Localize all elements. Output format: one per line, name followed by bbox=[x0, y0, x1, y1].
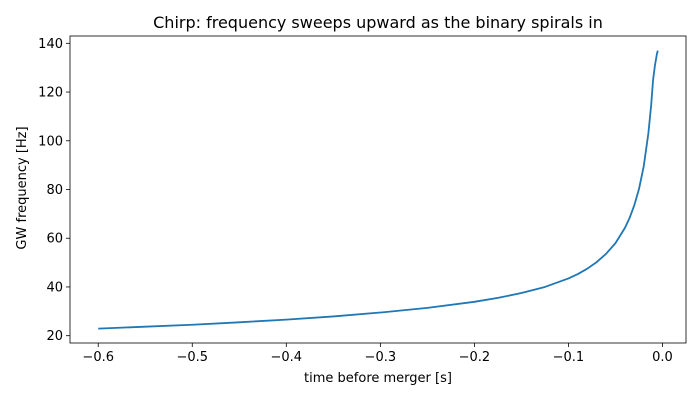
y-tick-label: 80 bbox=[46, 183, 63, 198]
x-tick-label: −0.2 bbox=[459, 350, 491, 365]
x-tick-label: −0.4 bbox=[271, 350, 303, 365]
x-tick-label: −0.5 bbox=[176, 350, 208, 365]
x-tick-label: −0.6 bbox=[82, 350, 114, 365]
x-tick-label: 0.0 bbox=[652, 350, 673, 365]
x-tick-label: −0.3 bbox=[365, 350, 397, 365]
plot-area bbox=[69, 35, 687, 344]
chart-title: Chirp: frequency sweeps upward as the bi… bbox=[153, 13, 603, 32]
x-axis: −0.6 −0.5 −0.4 −0.3 −0.2 −0.1 0.0 bbox=[82, 343, 673, 365]
y-axis: 20 40 60 80 100 120 140 bbox=[38, 37, 70, 344]
series-line-gw-frequency bbox=[98, 50, 659, 330]
x-axis-label: time before merger [s] bbox=[304, 371, 452, 386]
y-tick-label: 100 bbox=[38, 134, 63, 149]
y-tick-label: 60 bbox=[46, 232, 63, 247]
y-tick-label: 40 bbox=[46, 280, 63, 295]
x-tick-label: −0.1 bbox=[553, 350, 585, 365]
y-tick-label: 120 bbox=[38, 86, 63, 101]
y-tick-label: 140 bbox=[38, 37, 63, 52]
y-tick-label: 20 bbox=[46, 329, 63, 344]
plot-frame bbox=[69, 35, 687, 344]
y-axis-label: GW frequency [Hz] bbox=[15, 126, 30, 249]
